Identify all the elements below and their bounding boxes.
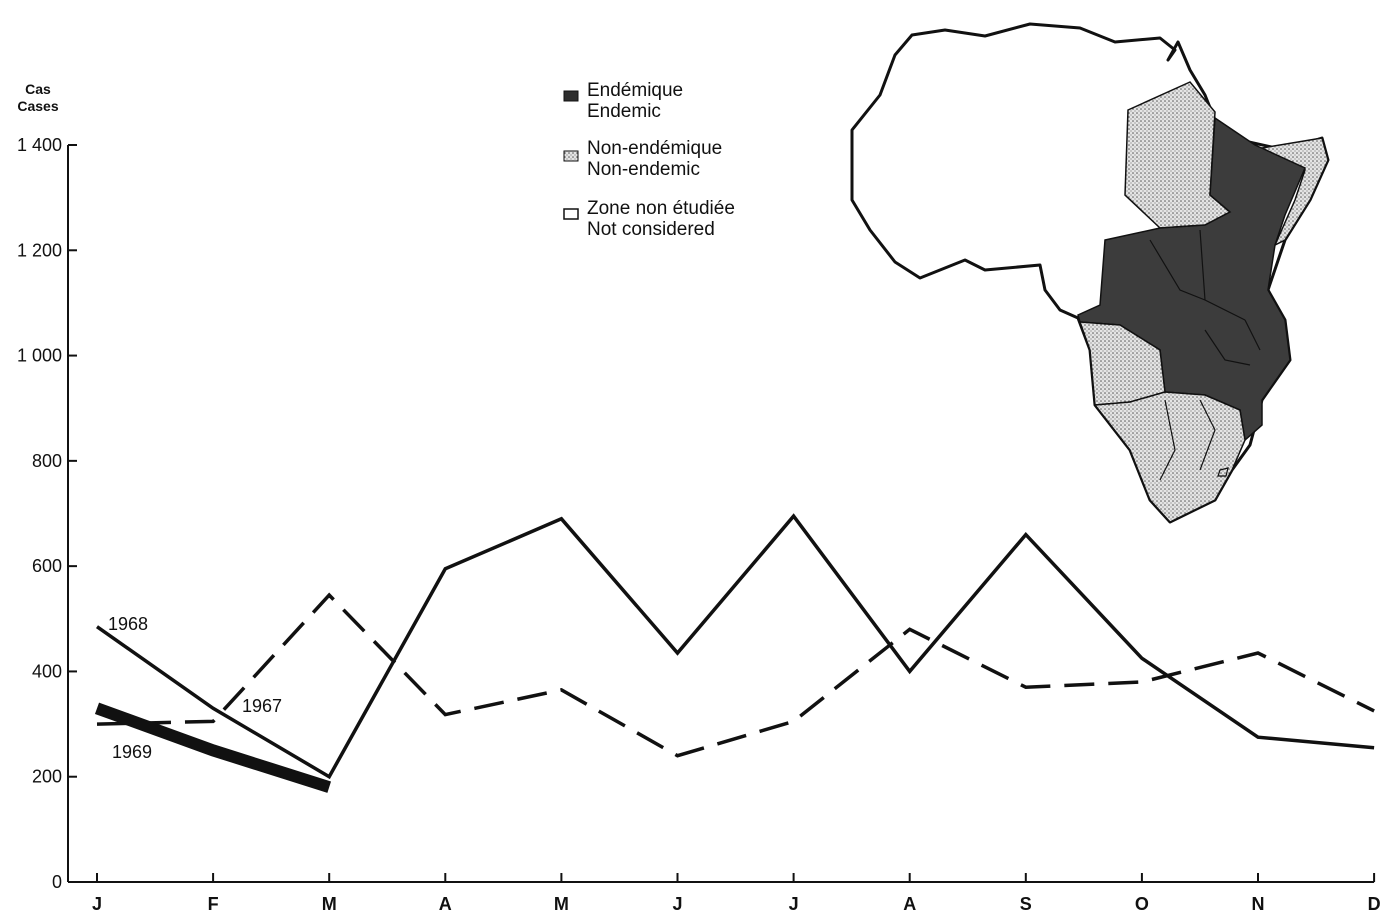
y-tick-label: 200	[32, 767, 62, 787]
legend-swatch-not-considered	[563, 208, 579, 220]
africa-map	[850, 22, 1330, 524]
y-tick-label: 600	[32, 556, 62, 576]
y-tick-label: 800	[32, 451, 62, 471]
series-label-1967: 1967	[242, 696, 282, 716]
legend-swatch-non-endemic	[563, 150, 579, 162]
legend: Endémique Endemic Non-endémique Non-ende…	[563, 80, 735, 240]
series-line-1968	[95, 513, 1375, 780]
y-axis-title-line1: Cas	[25, 81, 51, 97]
legend-swatch-endemic	[563, 90, 579, 102]
x-tick-label: J	[789, 894, 799, 914]
x-tick-label: J	[672, 894, 682, 914]
legend-not-considered-line1: Zone non étudiée	[587, 198, 735, 219]
legend-non-endemic-line1: Non-endémique	[587, 138, 722, 159]
internal-borders	[1149, 229, 1261, 481]
region-south	[1093, 391, 1246, 523]
region-somalia	[1259, 137, 1329, 247]
x-tick-label: N	[1252, 894, 1265, 914]
series-layer	[94, 513, 1375, 793]
y-tick-label: 1 400	[17, 135, 62, 155]
series-label-1969: 1969	[112, 742, 152, 762]
legend-non-endemic-line2: Non-endemic	[587, 159, 700, 180]
x-tick-label: O	[1135, 894, 1149, 914]
series-label-1968: 1968	[108, 614, 148, 634]
x-tick-label: J	[92, 894, 102, 914]
y-axis-title-line2: Cases	[17, 98, 58, 114]
y-tick-label: 0	[52, 872, 62, 892]
y-tick-label: 1 200	[17, 240, 62, 260]
legend-not-considered-line2: Not considered	[587, 219, 715, 240]
axes: 0 200 400 600 800 1 000 1 200 1 400 J F M A M J J A S O N D	[17, 135, 1380, 914]
x-tick-label: M	[554, 894, 569, 914]
legend-endemic-line2: Endemic	[587, 101, 661, 122]
x-tick-label: A	[903, 894, 916, 914]
y-tick-label: 1 000	[17, 346, 62, 366]
x-tick-label: A	[439, 894, 452, 914]
x-tick-label: M	[322, 894, 337, 914]
series-line-1967	[96, 592, 1375, 758]
x-tick-label: S	[1020, 894, 1032, 914]
x-tick-label: D	[1368, 894, 1380, 914]
y-tick-label: 400	[32, 661, 62, 681]
legend-endemic-line1: Endémique	[587, 80, 683, 101]
x-tick-label: F	[208, 894, 219, 914]
